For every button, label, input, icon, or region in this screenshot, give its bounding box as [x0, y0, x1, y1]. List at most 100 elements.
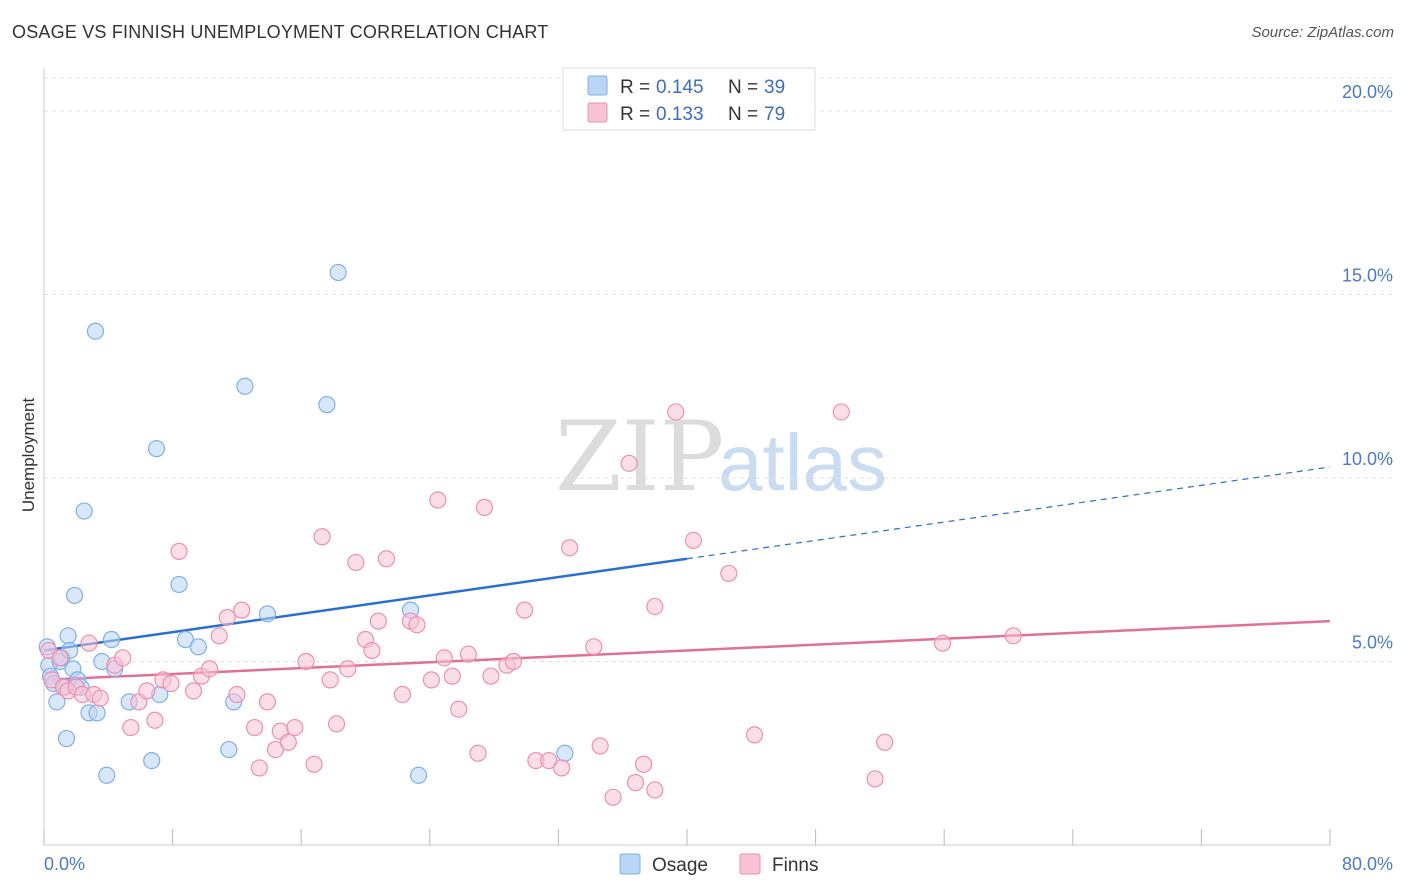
watermark-atlas: atlas: [718, 418, 887, 507]
legend-swatch-osage: [587, 75, 608, 96]
point-finns-64: [591, 737, 609, 755]
point-finns-33: [297, 652, 315, 671]
point-finns-19: [184, 682, 203, 700]
point-osage-34: [318, 396, 336, 414]
series-legend-finns: Finns: [772, 855, 818, 876]
series-legend-swatch-finns: [739, 853, 761, 875]
point-finns-39: [347, 553, 365, 572]
point-finns-9: [91, 689, 109, 707]
point-finns-77: [876, 733, 894, 751]
point-finns-14: [138, 682, 156, 700]
point-finns-60: [540, 751, 558, 770]
point-osage-30: [220, 740, 238, 759]
point-finns-46: [408, 616, 426, 634]
point-finns-35: [313, 528, 331, 546]
point-finns-38: [339, 660, 357, 678]
watermark-zip: ZIP: [555, 401, 724, 513]
legend-osage-r-value: 0.145: [656, 77, 704, 98]
point-finns-41: [363, 641, 381, 660]
point-osage-35: [329, 263, 347, 282]
series-legend: Osage Finns: [619, 853, 818, 876]
legend-osage-n-label: N =: [728, 77, 758, 98]
point-osage-27: [170, 575, 188, 594]
series-legend-swatch-osage: [619, 853, 641, 875]
legend-osage-r-label: R =: [620, 77, 650, 98]
point-osage-8: [57, 729, 76, 748]
point-finns-76: [866, 770, 884, 788]
point-finns-66: [620, 454, 638, 472]
point-finns-22: [210, 627, 228, 645]
y-tick-label-5: 5.0%: [1352, 633, 1393, 653]
point-finns-24: [228, 685, 246, 704]
point-finns-58: [516, 601, 534, 619]
point-osage-33: [258, 605, 277, 623]
point-osage-9: [59, 627, 77, 645]
point-osage-29: [189, 638, 207, 656]
point-finns-67: [626, 774, 645, 792]
point-finns-2: [51, 649, 69, 667]
point-finns-70: [646, 597, 664, 616]
point-finns-27: [250, 759, 269, 777]
legend-finns-r-value: 0.133: [656, 104, 704, 125]
point-finns-32: [286, 718, 304, 737]
point-finns-71: [667, 403, 685, 421]
point-finns-7: [80, 634, 98, 652]
chart-title: OSAGE VS FINNISH UNEMPLOYMENT CORRELATIO…: [12, 22, 549, 42]
x-tick-label-max: 80.0%: [1342, 854, 1393, 874]
point-osage-4: [48, 693, 66, 711]
point-osage-17: [86, 322, 105, 340]
point-finns-65: [604, 788, 622, 806]
point-finns-26: [245, 718, 264, 737]
stats-legend: R = 0.145 N = 39 R = 0.133 N = 79: [562, 67, 816, 131]
y-axis-label: Unemployment: [19, 398, 38, 513]
point-finns-31: [279, 733, 297, 751]
axis-layer: 5.0% 10.0% 15.0% 20.0% 0.0% 80.0%: [43, 68, 1393, 874]
point-finns-11: [114, 649, 132, 667]
point-finns-63: [585, 638, 603, 656]
point-osage-25: [147, 440, 166, 458]
y-tick-label-20: 20.0%: [1342, 82, 1393, 102]
point-finns-69: [646, 781, 664, 799]
legend-osage-n-value: 39: [764, 77, 785, 98]
trend-line-osage: [43, 557, 688, 652]
point-finns-12: [122, 718, 140, 737]
grid-layer: [44, 77, 1392, 663]
point-finns-43: [377, 550, 395, 568]
point-layer: [38, 263, 1022, 806]
point-finns-42: [369, 612, 387, 630]
point-finns-47: [422, 671, 441, 689]
legend-finns-r-label: R =: [620, 104, 650, 125]
point-osage-18: [88, 704, 106, 722]
point-finns-23: [218, 608, 236, 627]
point-finns-44: [393, 685, 412, 704]
point-finns-79: [1004, 627, 1022, 645]
point-finns-48: [429, 491, 447, 509]
point-finns-37: [327, 715, 346, 733]
point-finns-78: [933, 634, 952, 652]
point-finns-18: [170, 542, 188, 561]
y-tick-label-15: 15.0%: [1342, 266, 1393, 286]
point-osage-24: [143, 751, 161, 770]
point-finns-54: [475, 498, 494, 516]
point-finns-15: [146, 711, 164, 729]
point-finns-25: [233, 601, 251, 619]
point-osage-20: [98, 766, 116, 784]
point-osage-15: [75, 502, 93, 520]
point-finns-55: [482, 667, 500, 685]
point-finns-17: [162, 674, 180, 693]
point-finns-75: [832, 403, 850, 421]
point-finns-74: [745, 726, 764, 744]
point-finns-61: [553, 759, 571, 777]
point-finns-52: [459, 645, 477, 663]
point-finns-68: [634, 755, 653, 773]
point-finns-36: [321, 671, 339, 689]
legend-finns-n-value: 79: [764, 104, 785, 125]
point-finns-21: [200, 660, 219, 678]
legend-swatch-finns: [587, 102, 608, 123]
point-finns-50: [443, 667, 461, 685]
point-osage-28: [176, 630, 195, 649]
trend-line-osage-projection: [686, 466, 1331, 560]
point-finns-72: [684, 531, 703, 550]
trend-line-finns: [43, 619, 1331, 682]
